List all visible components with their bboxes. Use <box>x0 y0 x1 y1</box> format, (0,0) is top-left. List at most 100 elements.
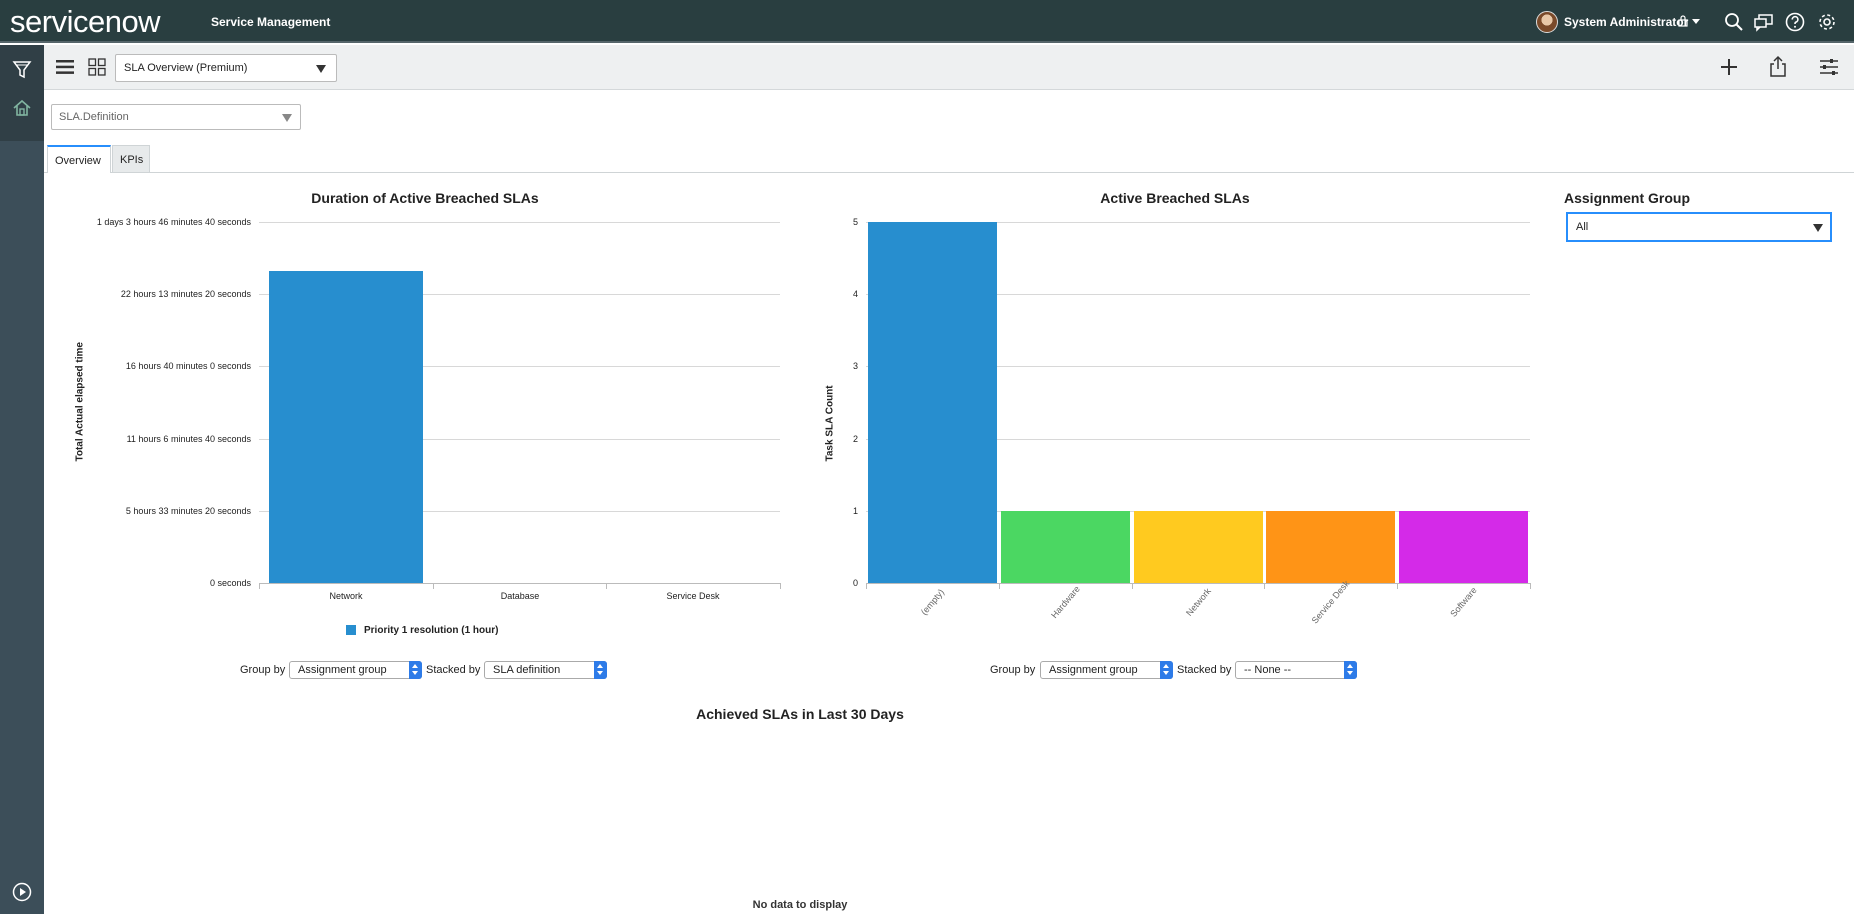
left-navigation-top <box>0 45 44 141</box>
avatar[interactable] <box>1536 11 1558 33</box>
lock-icon[interactable] <box>1678 15 1688 27</box>
spinner-icon <box>594 661 607 679</box>
search-icon[interactable] <box>1723 11 1745 33</box>
chart2-y-tick-label: 0 <box>852 578 858 588</box>
caret-down-icon <box>316 65 326 73</box>
chart2-gridline <box>866 583 1530 584</box>
servicenow-logo[interactable]: servicenow <box>10 4 161 39</box>
filter-navigator-icon[interactable] <box>11 59 33 81</box>
chart1-x-tick-label: Database <box>500 591 540 601</box>
caret-down-icon <box>1813 224 1823 232</box>
spinner-icon <box>1344 661 1357 679</box>
chart2-bar[interactable] <box>1266 511 1395 583</box>
dashboard-toolbar: SLA Overview (Premium) <box>44 45 1854 90</box>
chart2-group-by-select[interactable]: Assignment group <box>1040 661 1173 679</box>
chart1-x-tick-label: Network <box>329 591 363 601</box>
chart2-stacked-by-label: Stacked by <box>1177 664 1232 676</box>
gear-icon[interactable] <box>1816 11 1838 33</box>
help-icon[interactable] <box>1784 11 1806 33</box>
chart1-gridline <box>259 294 780 295</box>
chevron-down-icon[interactable] <box>1692 19 1700 24</box>
chart1-bar[interactable] <box>269 271 423 583</box>
chart1-group-by-value: Assignment group <box>298 664 387 676</box>
achieved-slas-title: Achieved SLAs in Last 30 Days <box>696 706 904 722</box>
chart1-title: Duration of Active Breached SLAs <box>311 190 539 206</box>
dashboard-select[interactable]: SLA Overview (Premium) <box>115 54 337 82</box>
chart1-y-tick-label: 0 seconds <box>209 578 251 588</box>
chart1-y-tick-label: 22 hours 13 minutes 20 seconds <box>120 289 251 299</box>
chart2-x-tick-mark <box>866 583 867 589</box>
chart2-bar[interactable] <box>1399 511 1528 583</box>
tab-overview[interactable]: Overview <box>47 145 111 173</box>
connect-chat-icon[interactable] <box>1753 11 1775 33</box>
chart1-y-tick-label: 1 days 3 hours 46 minutes 40 seconds <box>96 217 251 227</box>
chart1-y-tick-label: 16 hours 40 minutes 0 seconds <box>125 361 251 371</box>
chart2-x-tick-mark <box>1132 583 1133 589</box>
chart2-gridline <box>866 439 1530 440</box>
chart1-x-tick-mark <box>780 583 781 589</box>
chart2-bar[interactable] <box>1001 511 1130 583</box>
caret-down-icon <box>282 114 292 122</box>
chart2-y-tick-label: 2 <box>852 434 858 444</box>
tab-kpis[interactable]: KPIs <box>112 145 150 173</box>
settings-sliders-icon[interactable] <box>1818 56 1840 78</box>
chart1-legend-swatch <box>346 625 356 635</box>
chart2-stacked-by-select[interactable]: -- None -- <box>1235 661 1357 679</box>
chart1-stacked-by-value: SLA definition <box>493 664 561 676</box>
left-navigation <box>0 45 44 914</box>
chart2-bar[interactable] <box>868 222 997 583</box>
share-icon[interactable] <box>1768 55 1788 79</box>
assignment-group-select[interactable]: All <box>1567 213 1831 241</box>
chart2-x-tick-mark <box>1530 583 1531 589</box>
chart1-gridline <box>259 583 780 584</box>
assignment-group-value: All <box>1576 221 1589 233</box>
chart2-bar[interactable] <box>1134 511 1263 583</box>
chart1-y-tick-label: 5 hours 33 minutes 20 seconds <box>125 506 251 516</box>
chart2-x-tick-mark <box>1264 583 1265 589</box>
assignment-group-label: Assignment Group <box>1564 190 1691 206</box>
chart1-x-tick-label: Service Desk <box>666 591 720 601</box>
logo-text-service: service <box>10 4 105 39</box>
chart2-y-tick-label: 1 <box>852 506 858 516</box>
chart1-gridline <box>259 222 780 223</box>
chart2-x-tick-mark <box>1397 583 1398 589</box>
chart2-x-tick-mark <box>999 583 1000 589</box>
chart1-x-tick-mark <box>606 583 607 589</box>
add-icon[interactable] <box>1718 56 1740 78</box>
chart1-x-tick-mark <box>433 583 434 589</box>
chart1-group-by-label: Group by <box>240 664 286 676</box>
chart2-y-tick-label: 5 <box>852 217 858 227</box>
spinner-icon <box>1160 661 1173 679</box>
tabs-divider <box>44 172 1854 173</box>
no-data-message: No data to display <box>752 899 848 911</box>
chart1-y-tick-label: 11 hours 6 minutes 40 seconds <box>126 434 251 444</box>
sla-definition-filter[interactable]: SLA.Definition <box>51 104 301 130</box>
chart1-x-tick-mark <box>259 583 260 589</box>
chart2-title: Active Breached SLAs <box>1100 190 1250 206</box>
menu-icon[interactable] <box>55 59 75 75</box>
chart1-gridline <box>259 439 780 440</box>
chart2-y-tick-label: 4 <box>852 289 858 299</box>
logo-text-now: now <box>104 4 161 39</box>
spinner-icon <box>409 661 422 679</box>
dashboard-select-value: SLA Overview (Premium) <box>124 62 248 74</box>
top-banner: servicenow Service Management System Adm… <box>0 0 1854 43</box>
chart1-stacked-by-select[interactable]: SLA definition <box>484 661 607 679</box>
chart2-gridline <box>866 366 1530 367</box>
chart1-legend-label[interactable]: Priority 1 resolution (1 hour) <box>364 625 499 636</box>
grid-view-icon[interactable] <box>87 57 107 77</box>
banner-title: Service Management <box>211 15 331 29</box>
chart2-y-tick-label: 3 <box>852 361 858 371</box>
chart1-stacked-by-label: Stacked by <box>426 664 481 676</box>
filter-value: SLA.Definition <box>59 111 129 123</box>
chart1-group-by-select[interactable]: Assignment group <box>289 661 422 679</box>
play-circle-icon[interactable] <box>11 881 33 903</box>
chart1-gridline <box>259 511 780 512</box>
home-icon[interactable] <box>11 97 33 119</box>
chart2-gridline <box>866 294 1530 295</box>
chart2-group-by-label: Group by <box>990 664 1036 676</box>
chart2-gridline <box>866 222 1530 223</box>
chart2-group-by-value: Assignment group <box>1049 664 1138 676</box>
user-menu[interactable]: System Administrator <box>1564 15 1689 29</box>
